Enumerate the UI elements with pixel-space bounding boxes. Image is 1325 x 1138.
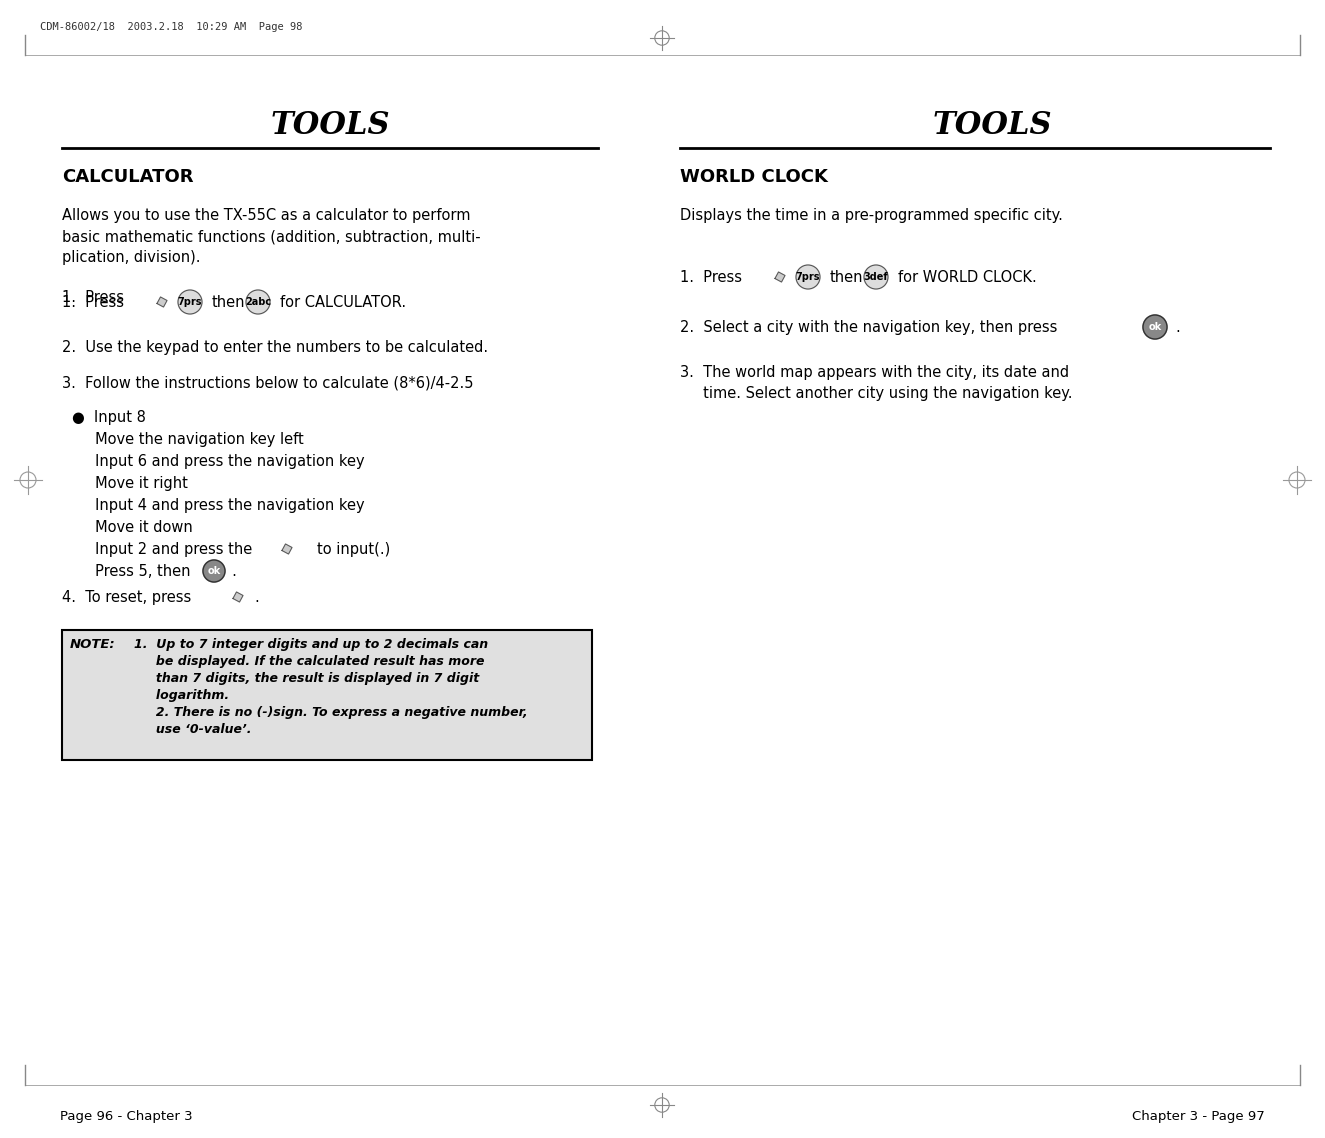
Text: 1.  Press: 1. Press — [62, 290, 125, 305]
Text: WORLD CLOCK: WORLD CLOCK — [680, 168, 828, 185]
Text: CALCULATOR: CALCULATOR — [62, 168, 193, 185]
Text: 1.  Press: 1. Press — [62, 295, 125, 310]
Text: ●  Input 8: ● Input 8 — [72, 410, 146, 424]
Text: 2.  Select a city with the navigation key, then press: 2. Select a city with the navigation key… — [680, 320, 1057, 335]
Circle shape — [796, 265, 820, 289]
Circle shape — [864, 265, 888, 289]
Text: 2.  Use the keypad to enter the numbers to be calculated.: 2. Use the keypad to enter the numbers t… — [62, 340, 488, 355]
Circle shape — [203, 560, 225, 582]
Text: Press 5, then         .: Press 5, then . — [72, 564, 237, 579]
Text: 1.  Up to 7 integer digits and up to 2 decimals can
     be displayed. If the ca: 1. Up to 7 integer digits and up to 2 de… — [134, 638, 527, 736]
Text: for WORLD CLOCK.: for WORLD CLOCK. — [898, 270, 1036, 284]
Text: ok: ok — [1149, 322, 1162, 332]
Text: Page 96 - Chapter 3: Page 96 - Chapter 3 — [60, 1110, 192, 1123]
Text: Move it down: Move it down — [72, 520, 192, 535]
Text: Input 4 and press the navigation key: Input 4 and press the navigation key — [72, 498, 364, 513]
FancyBboxPatch shape — [62, 630, 592, 760]
Polygon shape — [775, 272, 784, 282]
Polygon shape — [282, 544, 292, 554]
Text: 4.  To reset, press: 4. To reset, press — [62, 589, 191, 605]
Text: 7prs: 7prs — [796, 272, 820, 282]
Text: 3def: 3def — [864, 272, 888, 282]
Text: ok: ok — [208, 566, 221, 576]
Circle shape — [246, 290, 270, 314]
Text: TOOLS: TOOLS — [933, 110, 1052, 141]
Text: NOTE:: NOTE: — [70, 638, 115, 651]
Text: 7prs: 7prs — [178, 297, 203, 307]
Text: CDM-86002/18  2003.2.18  10:29 AM  Page 98: CDM-86002/18 2003.2.18 10:29 AM Page 98 — [40, 22, 302, 32]
Text: 3.  The world map appears with the city, its date and
     time. Select another : 3. The world map appears with the city, … — [680, 365, 1072, 401]
Text: Chapter 3 - Page 97: Chapter 3 - Page 97 — [1133, 1110, 1265, 1123]
Text: for CALCULATOR.: for CALCULATOR. — [280, 295, 407, 310]
Text: 2abc: 2abc — [245, 297, 272, 307]
Text: Input 6 and press the navigation key: Input 6 and press the navigation key — [72, 454, 364, 469]
Text: 1.  Press: 1. Press — [680, 270, 742, 284]
Text: then: then — [212, 295, 245, 310]
Polygon shape — [156, 297, 167, 307]
Text: TOOLS: TOOLS — [270, 110, 390, 141]
Circle shape — [178, 290, 201, 314]
Text: then: then — [829, 270, 864, 284]
Circle shape — [1143, 315, 1167, 339]
Text: .: . — [1175, 320, 1179, 335]
Text: Allows you to use the TX-55C as a calculator to perform
basic mathematic functio: Allows you to use the TX-55C as a calcul… — [62, 208, 481, 265]
Text: Displays the time in a pre-programmed specific city.: Displays the time in a pre-programmed sp… — [680, 208, 1063, 223]
Text: Move the navigation key left: Move the navigation key left — [72, 432, 303, 447]
Polygon shape — [233, 592, 242, 602]
Text: Move it right: Move it right — [72, 476, 188, 490]
Text: Input 2 and press the              to input(.): Input 2 and press the to input(.) — [72, 542, 391, 556]
Text: .: . — [254, 589, 258, 605]
Text: 3.  Follow the instructions below to calculate (8*6)/4-2.5: 3. Follow the instructions below to calc… — [62, 376, 473, 390]
